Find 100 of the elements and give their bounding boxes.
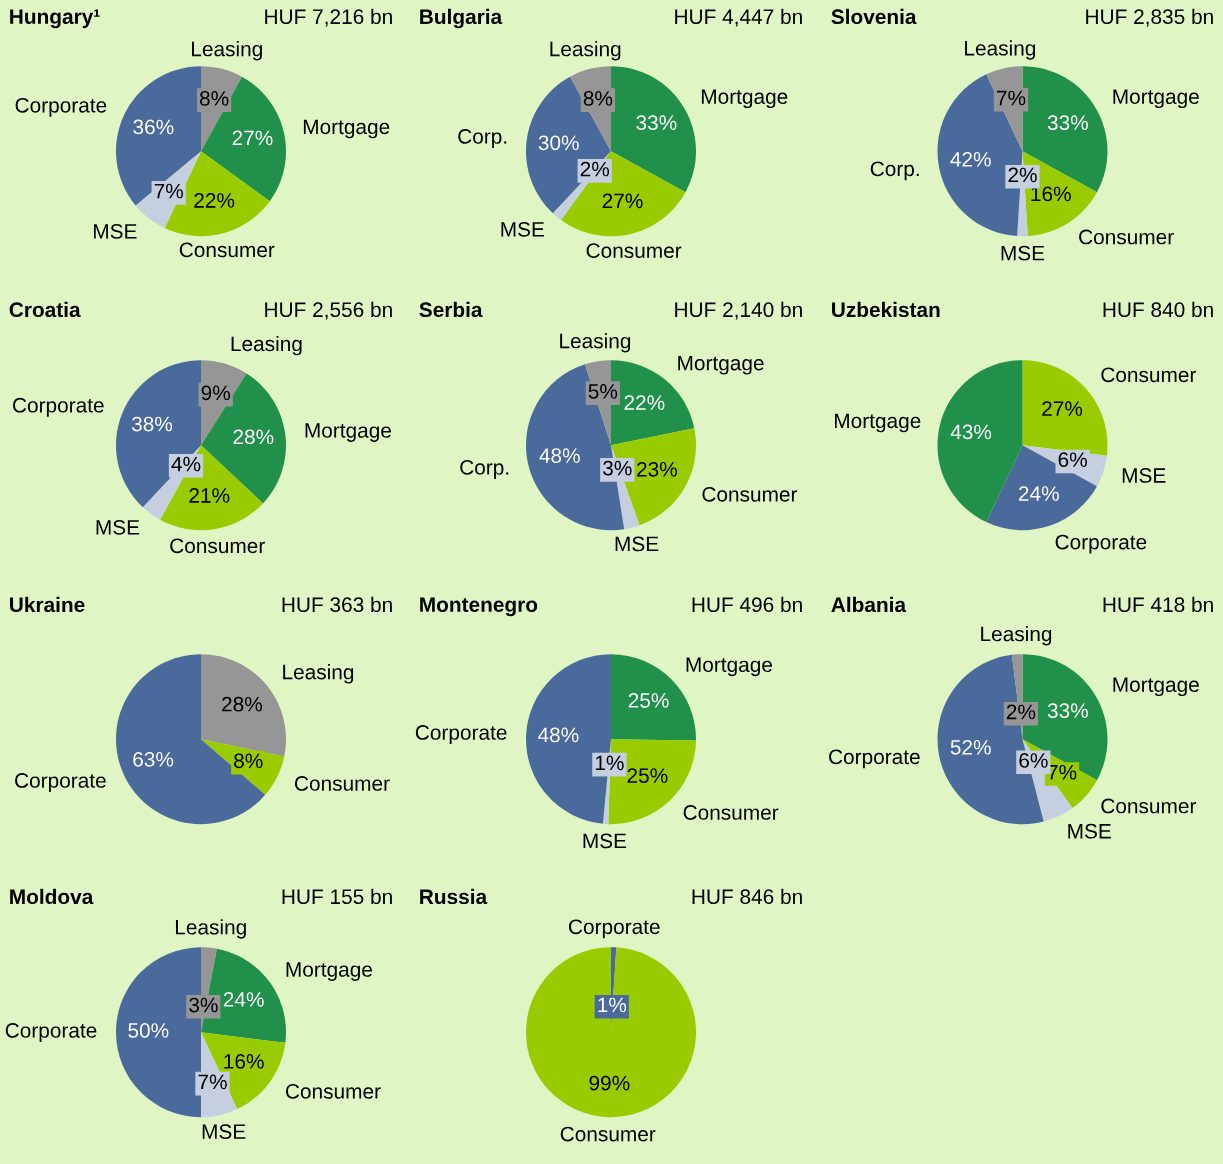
data-label: 48% — [539, 448, 580, 463]
data-label: 28% — [222, 696, 263, 712]
slice-label: Consumer — [294, 776, 390, 791]
data-label: 99% — [589, 1075, 630, 1091]
slice-label: Leasing — [231, 335, 302, 356]
data-label: 7% — [154, 183, 184, 199]
data-label: 33% — [636, 115, 677, 130]
slice-label: Mortgage — [701, 89, 788, 109]
data-label: 27% — [1042, 401, 1083, 416]
pie-slice — [116, 654, 266, 825]
chart-title: Ukraine — [10, 596, 85, 613]
data-label: 27% — [602, 193, 643, 209]
data-label: 24% — [223, 992, 264, 1007]
slice-label: Corporate — [415, 725, 507, 744]
chart-title: Moldova — [10, 888, 94, 905]
slice-label: Leasing — [965, 40, 1036, 60]
legend-label: MSE — [1122, 468, 1166, 483]
slice-label: Mortgage — [1113, 89, 1199, 109]
data-label: 52% — [950, 739, 991, 755]
data-label: 1% — [595, 755, 624, 771]
data-label: 24% — [1018, 486, 1059, 501]
chart-subtitle: HUF 2,835 bn — [1086, 8, 1213, 27]
slice-label: MSE — [1001, 245, 1045, 261]
data-label: 16% — [224, 1054, 264, 1069]
data-label: 30% — [538, 135, 579, 151]
slice-label: Consumer — [179, 242, 275, 258]
data-label: 27% — [232, 130, 273, 146]
data-label: 25% — [628, 693, 669, 708]
slice-label: Corporate — [569, 919, 660, 939]
data-label: 9% — [201, 385, 231, 401]
data-label: 33% — [1047, 703, 1088, 718]
slice-label: Corporate — [15, 97, 107, 117]
chart-title: Croatia — [9, 301, 81, 318]
slice-label: Consumer — [1101, 798, 1197, 814]
slice-label: Corp. — [458, 129, 507, 148]
slice-label: MSE — [1068, 823, 1111, 839]
data-label: 6% — [1019, 753, 1048, 768]
slice-label: Corp. — [460, 460, 509, 479]
chart-subtitle: HUF 496 bn — [692, 596, 802, 613]
data-label: 7% — [1048, 764, 1077, 780]
slice-label: MSE — [615, 536, 659, 552]
slice-label: Consumer — [683, 805, 779, 820]
data-label: 8% — [234, 753, 263, 769]
slice-label: Leasing — [560, 333, 631, 353]
data-label: 21% — [189, 488, 230, 503]
chart-title: Slovenia — [831, 8, 917, 25]
chart-subtitle: HUF 155 bn — [282, 888, 392, 905]
slice-label: MSE — [202, 1124, 246, 1139]
slice-label: Mortgage — [286, 962, 372, 981]
chart-title: Albania — [831, 596, 907, 613]
slice-label: Consumer — [1079, 229, 1174, 245]
slice-label: Mortgage — [686, 657, 772, 677]
data-label: 43% — [950, 424, 992, 440]
data-label: 28% — [233, 429, 274, 445]
slice-label: Leasing — [283, 664, 354, 684]
slice-label: Leasing — [550, 41, 621, 61]
slice-label: Consumer — [702, 486, 798, 502]
slice-label: Corporate — [5, 1023, 97, 1042]
chart-title: Uzbekistan — [832, 301, 940, 318]
slice-label: Corporate — [1055, 534, 1147, 554]
slice-label: MSE — [96, 519, 140, 535]
data-label: 2% — [1006, 704, 1036, 720]
data-label: 4% — [171, 456, 201, 472]
data-label: 5% — [588, 384, 618, 399]
data-label: 6% — [1058, 452, 1087, 468]
data-label: 22% — [624, 395, 665, 410]
slice-label: Corp. — [870, 161, 919, 181]
slice-label: Mortgage — [678, 355, 764, 375]
chart-title: Russia — [420, 888, 488, 905]
data-label: 8% — [583, 91, 613, 106]
data-label: 63% — [133, 751, 174, 767]
slice-label: Leasing — [981, 625, 1052, 646]
data-label: 23% — [637, 461, 678, 477]
data-label: 50% — [128, 1023, 169, 1038]
data-label: 1% — [598, 997, 627, 1013]
data-label: 38% — [131, 416, 173, 432]
slice-label: Consumer — [285, 1083, 381, 1099]
slice-label: Mortgage — [1113, 677, 1199, 697]
data-label: 48% — [537, 727, 579, 743]
chart-title: Bulgaria — [420, 8, 503, 29]
chart-subtitle: HUF 363 bn — [282, 596, 392, 613]
slice-label: Corporate — [13, 397, 104, 417]
chart-subtitle: HUF 840 bn — [1103, 301, 1213, 318]
data-label: 7% — [997, 90, 1026, 106]
chart-subtitle: HUF 2,556 bn — [265, 301, 392, 320]
chart-title: Serbia — [419, 301, 483, 318]
slice-label: Mortgage — [305, 423, 391, 442]
slice-label: MSE — [583, 833, 627, 849]
data-label: 22% — [194, 193, 235, 208]
data-label: 3% — [189, 997, 218, 1013]
data-label: 2% — [580, 161, 610, 177]
slice-label: Leasing — [175, 919, 246, 939]
slice-label: Mortgage — [835, 413, 921, 433]
data-label: 36% — [133, 119, 174, 135]
slice-label: Corporate — [829, 749, 920, 769]
slice-label: Consumer — [1101, 367, 1197, 383]
chart-subtitle: HUF 4,447 bn — [675, 8, 802, 27]
data-label: 42% — [950, 151, 991, 167]
data-label: 16% — [1031, 186, 1071, 202]
data-label: 33% — [1047, 115, 1088, 130]
